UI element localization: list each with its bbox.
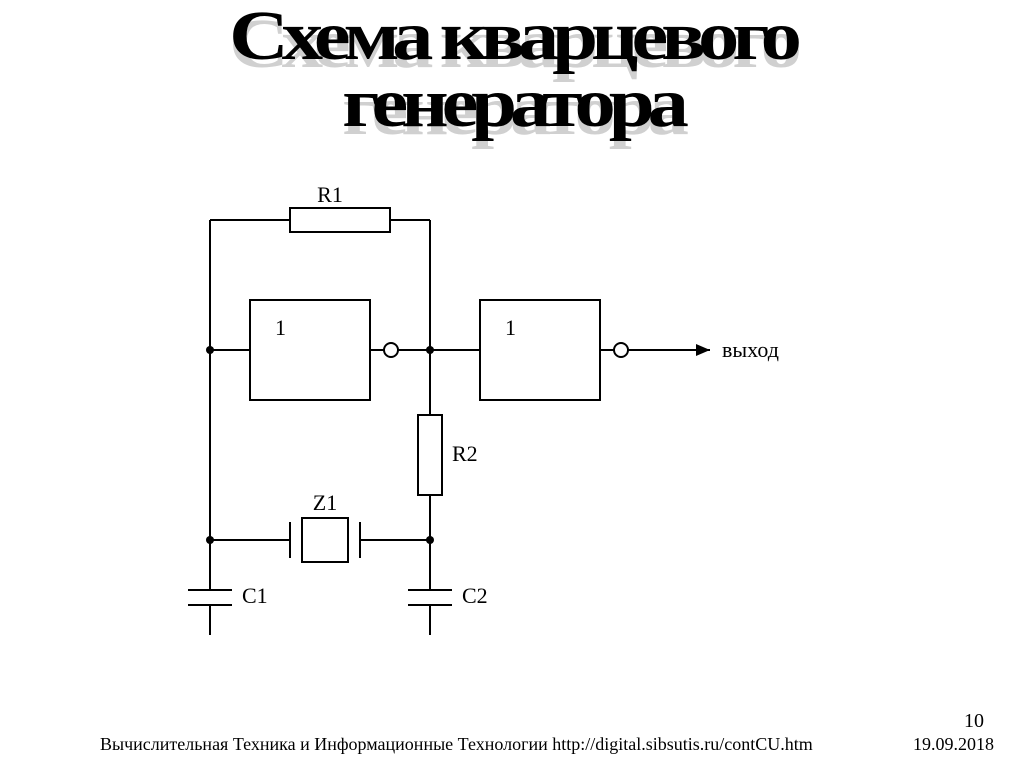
svg-text:1: 1 [505, 315, 516, 340]
svg-text:C1: C1 [242, 583, 268, 608]
footer-text: Вычислительная Техника и Информационные … [100, 734, 813, 755]
title-line2: генератора [342, 65, 682, 142]
svg-text:C2: C2 [462, 583, 488, 608]
svg-text:Z1: Z1 [313, 490, 337, 515]
svg-text:R1: R1 [317, 182, 343, 207]
circuit-diagram: R1 1 1 выход R2 Z1 C1 C2 [150, 180, 790, 680]
svg-text:выход: выход [722, 337, 779, 362]
svg-text:R2: R2 [452, 441, 478, 466]
page-number: 10 [964, 710, 984, 733]
footer-date: 19.09.2018 [913, 734, 994, 755]
svg-text:1: 1 [275, 315, 286, 340]
title-main: Схема кварцевого генератора [0, 4, 1024, 137]
